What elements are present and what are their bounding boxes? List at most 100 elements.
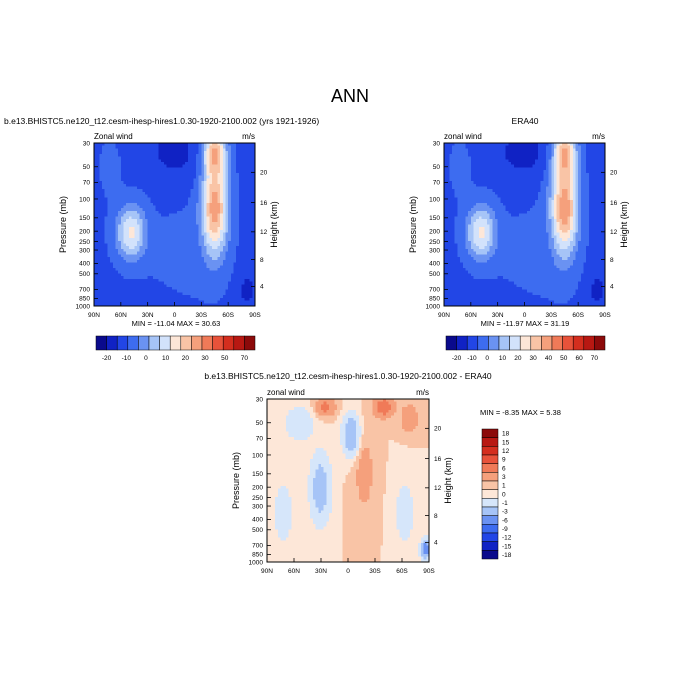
field-cell — [163, 216, 167, 220]
field-cell — [99, 265, 103, 269]
field-cell — [527, 191, 531, 195]
field-cell — [588, 156, 592, 160]
field-cell — [139, 208, 143, 212]
field-cell — [115, 238, 119, 242]
field-cell — [241, 181, 245, 185]
field-cell — [163, 153, 167, 157]
field-cell — [554, 194, 557, 198]
field-cell — [94, 191, 97, 195]
field-cell — [190, 143, 194, 147]
field-cell — [150, 232, 154, 236]
field-cell — [212, 259, 216, 263]
field-cell — [516, 186, 520, 190]
field-cell — [535, 151, 539, 155]
field-cell — [252, 213, 256, 217]
field-cell — [136, 292, 140, 296]
field-cell — [102, 295, 106, 299]
field-cell — [118, 151, 122, 155]
field-cell — [532, 162, 536, 166]
field-cell — [228, 238, 232, 242]
field-cell — [158, 232, 162, 236]
field-cell — [179, 295, 183, 299]
field-cell — [481, 162, 485, 166]
field-cell — [492, 156, 496, 160]
field-cell — [543, 172, 547, 176]
field-cell — [123, 248, 127, 252]
field-cell — [217, 219, 221, 223]
field-cell — [206, 186, 210, 190]
field-cell — [244, 295, 248, 299]
field-cell — [481, 151, 485, 155]
field-cell — [233, 292, 237, 296]
field-cell — [153, 221, 157, 225]
field-cell — [468, 200, 472, 204]
field-cell — [473, 186, 477, 190]
field-cell — [562, 162, 566, 166]
field-cell — [212, 151, 216, 155]
field-cell — [169, 208, 173, 212]
field-cell — [185, 281, 189, 285]
field-cell — [252, 200, 256, 204]
field-cell — [166, 159, 170, 163]
field-cell — [228, 145, 232, 149]
field-cell — [139, 170, 143, 174]
variable-label-obs: zonal wind — [444, 132, 482, 141]
field-cell — [94, 156, 97, 160]
field-cell — [96, 292, 100, 296]
field-cell — [225, 227, 229, 231]
field-cell — [462, 143, 466, 147]
field-cell — [193, 281, 197, 285]
field-cell — [217, 191, 221, 195]
field-cell — [602, 191, 606, 195]
field-cell — [222, 273, 226, 277]
field-cell — [454, 148, 458, 152]
field-cell — [115, 229, 119, 233]
field-cell — [236, 145, 240, 149]
field-cell — [144, 213, 148, 217]
field-cell — [94, 227, 97, 231]
field-cell — [204, 143, 207, 147]
field-cell — [596, 143, 600, 147]
field-cell — [594, 167, 598, 171]
field-cell — [206, 240, 210, 244]
field-cell — [230, 219, 234, 223]
field-cell — [214, 257, 218, 261]
field-cell — [155, 210, 159, 214]
field-cell — [161, 183, 165, 187]
field-cell — [225, 197, 229, 201]
field-cell — [214, 186, 218, 190]
field-cell — [508, 148, 512, 152]
field-cell — [478, 167, 482, 171]
field-cell — [503, 143, 507, 147]
colorbar-box — [233, 335, 245, 351]
field-cell — [583, 183, 587, 187]
field-cell — [545, 189, 549, 193]
field-cell — [209, 238, 213, 242]
field-cell — [508, 175, 512, 179]
field-cell — [179, 300, 183, 304]
field-cell — [225, 216, 229, 220]
field-cell — [220, 181, 224, 185]
field-cell — [206, 300, 210, 304]
field-cell — [241, 194, 245, 198]
field-cell — [104, 238, 108, 242]
field-cell — [142, 200, 146, 204]
field-cell — [241, 295, 245, 299]
field-cell — [187, 265, 191, 269]
field-cell — [174, 205, 178, 209]
field-cell — [516, 162, 520, 166]
field-cell — [142, 189, 146, 193]
field-cell — [182, 186, 186, 190]
field-cell — [452, 197, 456, 201]
field-cell — [238, 219, 242, 223]
field-cell — [204, 178, 207, 182]
field-cell — [169, 265, 173, 269]
field-cell — [249, 267, 253, 271]
field-cell — [177, 286, 181, 290]
field-cell — [233, 281, 237, 285]
field-cell — [177, 246, 181, 250]
field-cell — [120, 262, 124, 266]
field-cell — [112, 303, 116, 307]
field-cell — [212, 178, 216, 182]
field-cell — [481, 153, 485, 157]
